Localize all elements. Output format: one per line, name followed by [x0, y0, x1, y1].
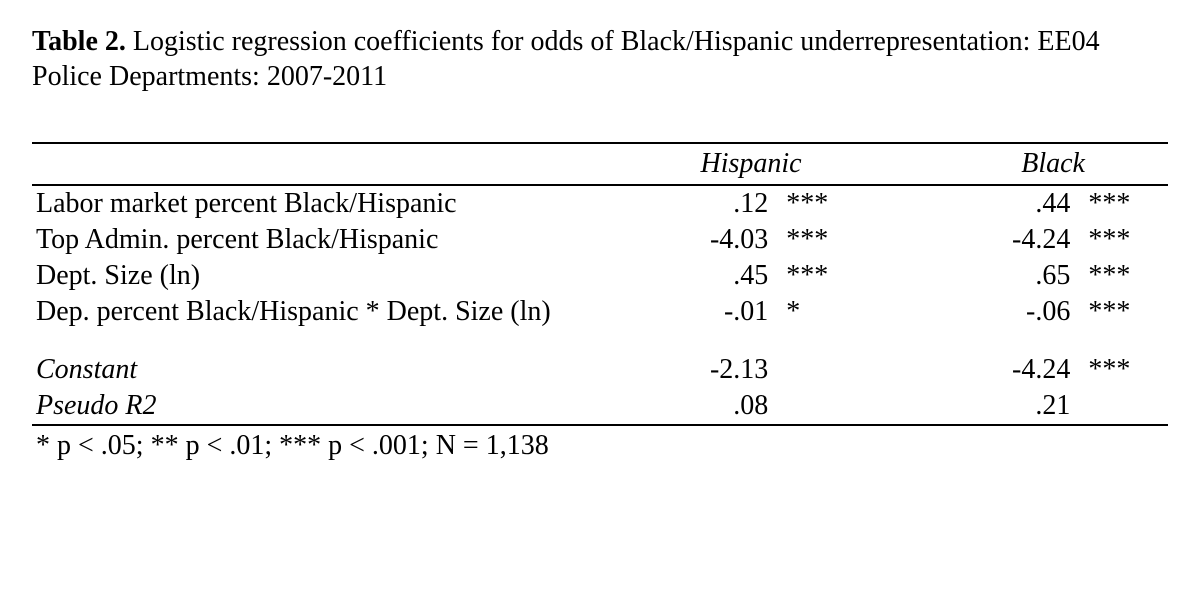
row-label: Labor market percent Black/Hispanic [32, 185, 636, 222]
value-hispanic: .45 [636, 258, 772, 294]
table-row: Labor market percent Black/Hispanic.12**… [32, 185, 1168, 222]
sig-black: *** [1074, 222, 1168, 258]
row-label: Constant [32, 352, 636, 388]
row-label: Pseudo R2 [32, 388, 636, 425]
value-hispanic: .08 [636, 388, 772, 425]
sig-black: *** [1074, 352, 1168, 388]
table-row: Pseudo R2.08 .21 [32, 388, 1168, 425]
row-label: Top Admin. percent Black/Hispanic [32, 222, 636, 258]
table-row: Constant-2.13 -4.24*** [32, 352, 1168, 388]
table-header-row: Hispanic Black [32, 143, 1168, 185]
value-hispanic: -.01 [636, 294, 772, 330]
sig-black: *** [1074, 258, 1168, 294]
row-label: Dept. Size (ln) [32, 258, 636, 294]
gap [866, 222, 938, 258]
regression-table: Hispanic Black Labor market percent Blac… [32, 142, 1168, 464]
value-black: .65 [938, 258, 1074, 294]
header-gap [866, 143, 938, 185]
footnote-row: * p < .05; ** p < .01; *** p < .001; N =… [32, 425, 1168, 464]
sig-hispanic: *** [772, 185, 866, 222]
table-row: Dep. percent Black/Hispanic * Dept. Size… [32, 294, 1168, 330]
gap [866, 352, 938, 388]
gap [866, 388, 938, 425]
table-caption: Table 2. Logistic regression coefficient… [32, 24, 1168, 94]
sig-hispanic: *** [772, 258, 866, 294]
header-hispanic: Hispanic [636, 143, 866, 185]
significance-footnote: * p < .05; ** p < .01; *** p < .001; N =… [32, 425, 1168, 464]
header-black: Black [938, 143, 1168, 185]
table-row: Top Admin. percent Black/Hispanic-4.03**… [32, 222, 1168, 258]
sig-black [1074, 388, 1168, 425]
value-hispanic: -4.03 [636, 222, 772, 258]
table-number: Table 2. [32, 26, 126, 57]
value-black: -.06 [938, 294, 1074, 330]
sig-hispanic [772, 352, 866, 388]
row-label: Dep. percent Black/Hispanic * Dept. Size… [32, 294, 636, 330]
sig-hispanic: *** [772, 222, 866, 258]
gap [866, 258, 938, 294]
value-black: -4.24 [938, 352, 1074, 388]
sig-hispanic: * [772, 294, 866, 330]
header-blank [32, 143, 636, 185]
sig-black: *** [1074, 185, 1168, 222]
value-hispanic: .12 [636, 185, 772, 222]
gap [866, 185, 938, 222]
table-title-text: Logistic regression coefficients for odd… [32, 26, 1100, 92]
sig-hispanic [772, 388, 866, 425]
gap [866, 294, 938, 330]
spacer-row [32, 330, 1168, 352]
value-black: .21 [938, 388, 1074, 425]
value-hispanic: -2.13 [636, 352, 772, 388]
table-row: Dept. Size (ln).45***.65*** [32, 258, 1168, 294]
value-black: -4.24 [938, 222, 1074, 258]
sig-black: *** [1074, 294, 1168, 330]
value-black: .44 [938, 185, 1074, 222]
